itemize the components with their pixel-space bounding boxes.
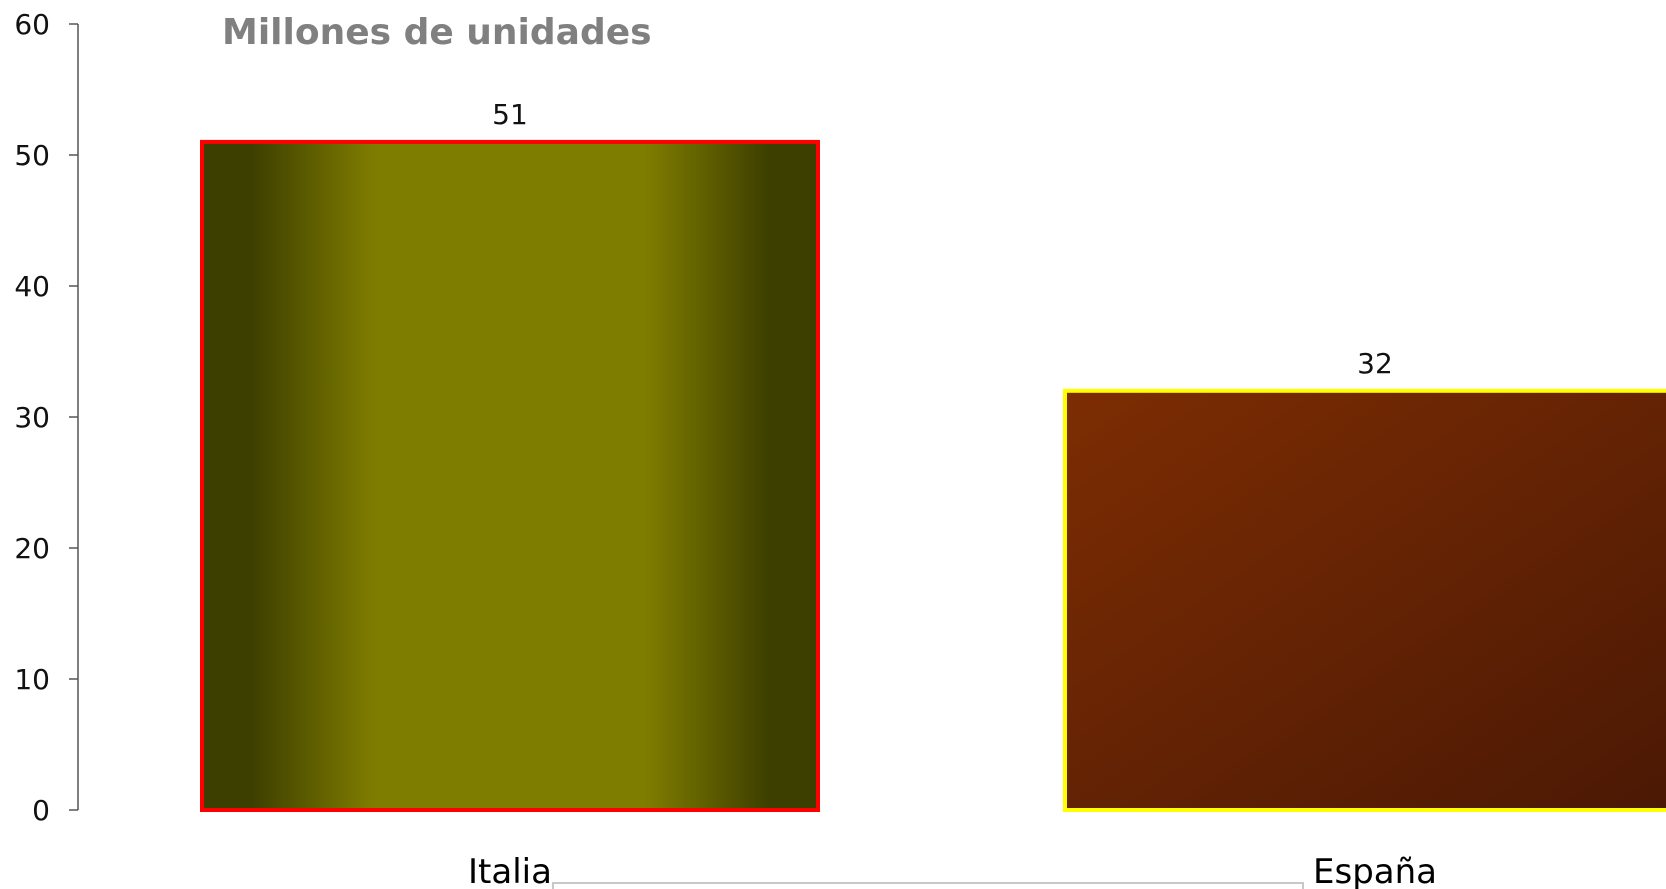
y-axis: 0 10 20 30 40 50 60 bbox=[14, 8, 79, 827]
y-tick-label: 20 bbox=[14, 532, 50, 565]
y-tick-label: 40 bbox=[14, 270, 50, 303]
y-tick-label: 50 bbox=[14, 139, 50, 172]
data-labels: 51 32 bbox=[492, 98, 1393, 380]
y-tick-label: 60 bbox=[14, 8, 50, 41]
x-category-label: Italia bbox=[468, 852, 552, 889]
data-label: 51 bbox=[492, 98, 528, 131]
y-tick-label: 30 bbox=[14, 401, 50, 434]
y-tick-label: 0 bbox=[32, 794, 50, 827]
bar-espa-a bbox=[1063, 388, 1666, 812]
x-axis-labels: Italia España bbox=[468, 852, 1437, 889]
y-tick-label: 10 bbox=[14, 663, 50, 696]
x-category-label: España bbox=[1313, 852, 1437, 889]
chart-title: Millones de unidades bbox=[222, 12, 652, 53]
data-label: 32 bbox=[1357, 347, 1393, 380]
bottom-strip bbox=[552, 882, 1304, 889]
bar-italia bbox=[200, 139, 820, 812]
bars bbox=[200, 139, 1666, 812]
